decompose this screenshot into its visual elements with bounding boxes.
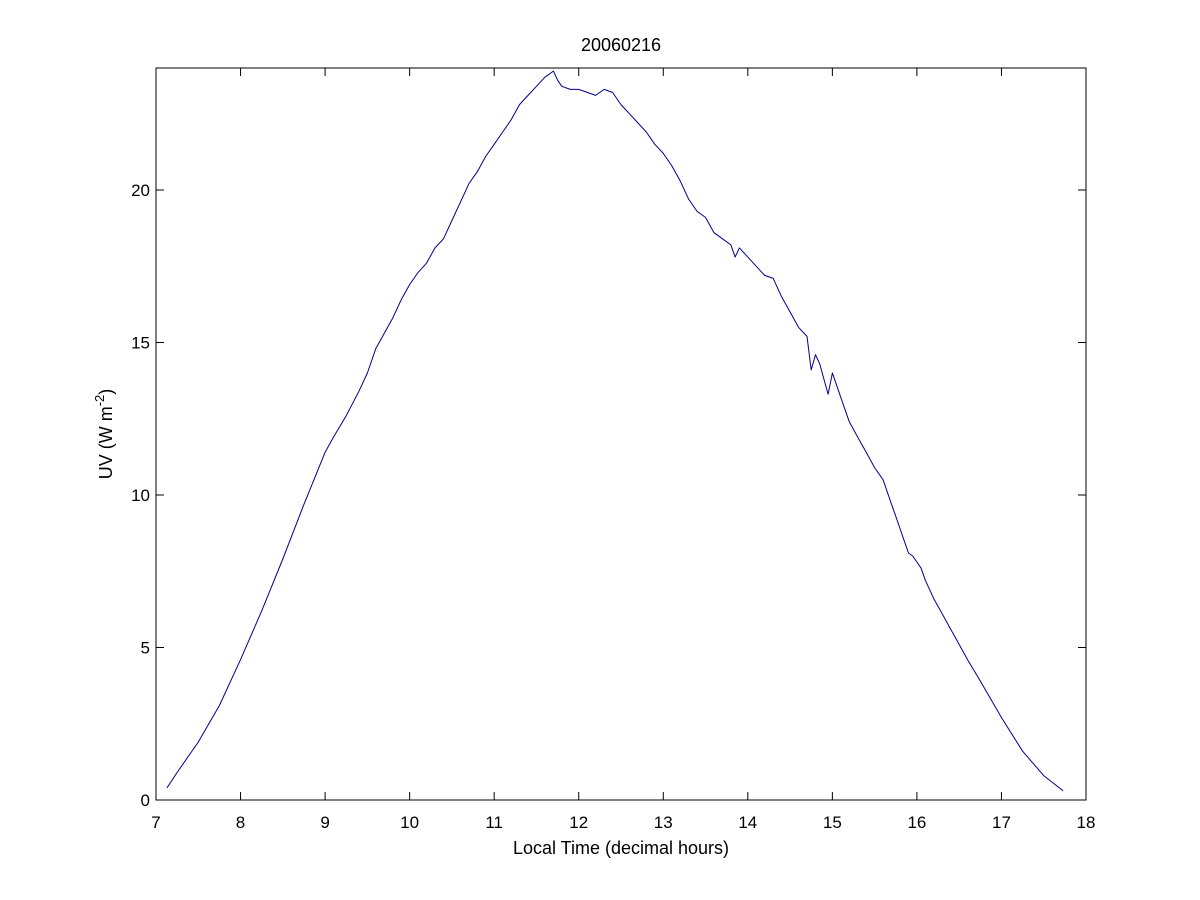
plot-frame [155, 67, 1087, 801]
x-tick-label: 8 [236, 813, 245, 832]
y-axis-label-suffix: ) [96, 389, 116, 395]
y-tick-label: 10 [131, 486, 150, 505]
x-tick-label: 10 [400, 813, 419, 832]
x-tick-label: 7 [151, 813, 160, 832]
x-tick-label: 17 [992, 813, 1011, 832]
y-axis-label-superscript: -2 [92, 395, 107, 407]
y-tick-label: 0 [141, 791, 150, 810]
x-tick-label: 13 [654, 813, 673, 832]
x-tick-label: 16 [907, 813, 926, 832]
x-tick-label: 15 [823, 813, 842, 832]
plot-area [156, 68, 1086, 800]
y-tick-label: 20 [131, 181, 150, 200]
axis-tick-labels: 7 8 9 10 11 12 13 14 15 16 17 18 0 5 10 15 20 [131, 181, 1095, 832]
y-axis-label: UV (W m-2) [92, 389, 116, 480]
y-tick-label: 15 [131, 334, 150, 353]
x-tick-label: 14 [738, 813, 757, 832]
x-tick-label: 11 [485, 813, 503, 832]
x-axis-label: Local Time (decimal hours) [513, 838, 729, 858]
chart-title: 20060216 [581, 35, 661, 55]
x-tick-label: 9 [320, 813, 329, 832]
uv-series-line [166, 70, 1064, 792]
y-tick-label: 5 [141, 639, 150, 658]
x-tick-label: 12 [569, 813, 588, 832]
y-axis-label-main: UV (W m [96, 406, 116, 479]
x-tick-label: 18 [1077, 813, 1096, 832]
